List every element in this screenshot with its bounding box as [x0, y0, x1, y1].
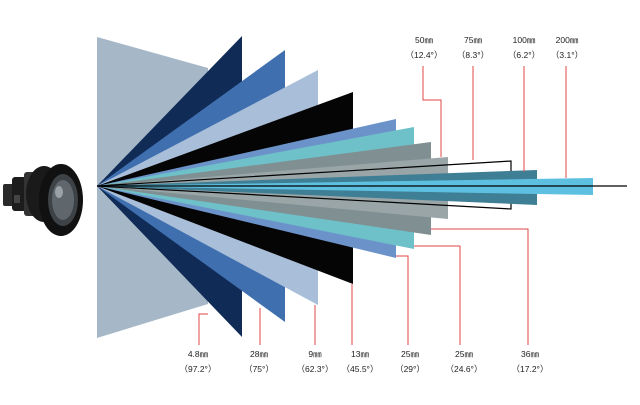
fov-cones [96, 36, 593, 338]
label-100mm-angle: （6.2°） [508, 50, 540, 60]
leader-25mm-a [396, 255, 409, 345]
leader-36mm [431, 228, 529, 345]
label-36mm-focal: 36㎜ [521, 349, 539, 359]
label-25mm-b-focal: 25㎜ [455, 349, 473, 359]
label-100mm-focal: 100㎜ [513, 35, 536, 45]
top-labels: 50㎜ （12.4°） 75㎜ （8.3°） 100㎜ （6.2°） 200㎜ … [406, 35, 584, 60]
label-25mm-a-angle: （29°） [395, 364, 425, 374]
label-13mm-focal: 13㎜ [351, 349, 369, 359]
label-36mm-angle: （17.2°） [512, 364, 549, 374]
label-200mm-angle: （3.1°） [551, 50, 583, 60]
label-9mm-angle: （62.3°） [297, 364, 334, 374]
label-25mm-a-focal: 25㎜ [401, 349, 419, 359]
leader-25mm-b [414, 245, 461, 345]
bottom-labels: 4.8㎜ （97.2°） 28㎜ （75°） 9㎜ （62.3°） 13㎜ （4… [180, 349, 549, 374]
label-75mm-angle: （8.3°） [457, 50, 489, 60]
label-4.8mm-focal: 4.8㎜ [188, 349, 209, 359]
label-28mm-angle: （75°） [244, 364, 274, 374]
top-leaders [422, 66, 567, 178]
label-200mm-focal: 200㎜ [556, 35, 579, 45]
label-13mm-angle: （45.5°） [342, 364, 379, 374]
label-9mm-focal: 9㎜ [308, 349, 322, 359]
bottom-leaders [198, 228, 529, 345]
label-25mm-b-angle: （24.6°） [446, 364, 483, 374]
label-4.8mm-angle: （97.2°） [180, 364, 217, 374]
label-50mm-focal: 50㎜ [415, 35, 433, 45]
leader-50mm [422, 66, 442, 157]
label-50mm-angle: （12.4°） [406, 50, 443, 60]
thermal-camera-lens-icon [3, 164, 83, 236]
label-75mm-focal: 75㎜ [464, 35, 482, 45]
leader-4.8mm [198, 313, 208, 345]
label-28mm-focal: 28㎜ [250, 349, 268, 359]
